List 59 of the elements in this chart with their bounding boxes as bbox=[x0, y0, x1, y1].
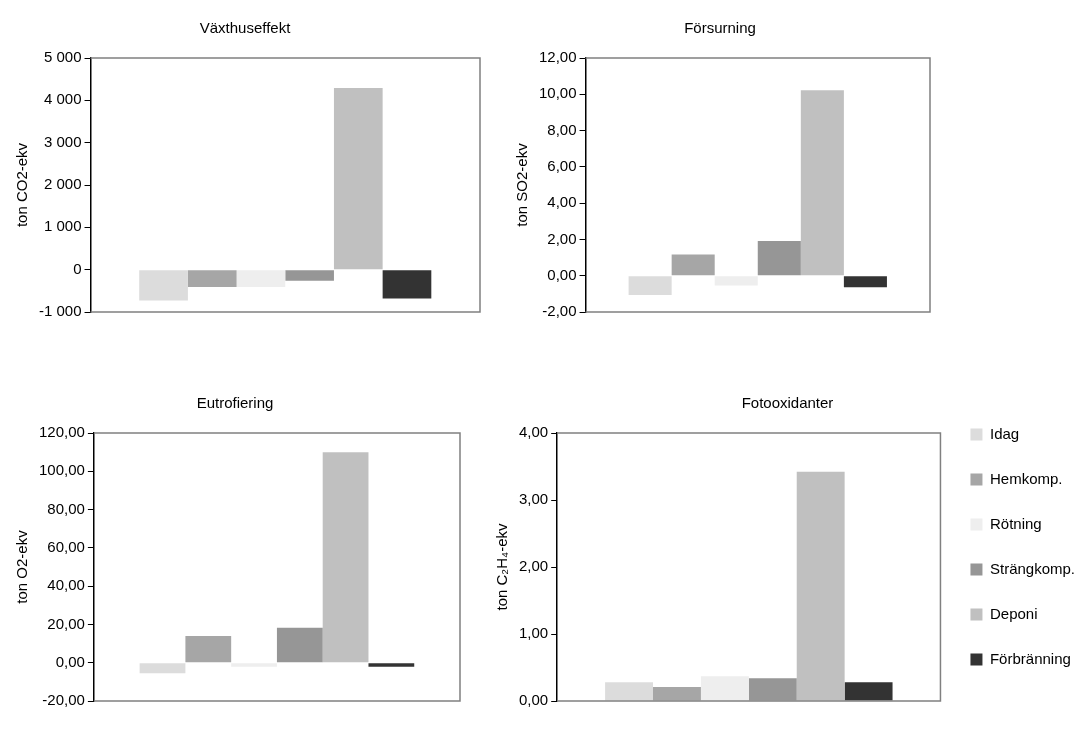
legend-label: Förbränning bbox=[989, 649, 1071, 667]
bar bbox=[796, 471, 845, 701]
y-tick-label: 5 000 bbox=[43, 48, 82, 66]
y-tick-label: 1 000 bbox=[43, 217, 82, 235]
bar bbox=[800, 90, 844, 276]
bar bbox=[700, 676, 749, 701]
bar bbox=[322, 452, 369, 663]
bar bbox=[139, 663, 186, 674]
bar bbox=[748, 678, 797, 701]
bar bbox=[185, 636, 232, 663]
legend-label: Rötning bbox=[989, 514, 1042, 532]
bar bbox=[605, 682, 654, 701]
bar bbox=[276, 627, 323, 663]
bar bbox=[843, 276, 887, 288]
y-tick-label: 20,00 bbox=[47, 614, 85, 632]
y-tick-label: 12,00 bbox=[538, 48, 577, 66]
y-tick-label: -1 000 bbox=[38, 302, 82, 320]
y-tick-label: 8,00 bbox=[547, 120, 577, 138]
y-tick-label: 3 000 bbox=[43, 132, 82, 150]
y-tick-label: 100,00 bbox=[38, 461, 85, 479]
y-tick-label: 80,00 bbox=[47, 499, 85, 517]
y-tick-label: 10,00 bbox=[538, 84, 577, 102]
y-axis-title: ton CO2-ekv bbox=[13, 142, 31, 228]
bar bbox=[844, 682, 893, 701]
bar bbox=[714, 276, 758, 286]
y-axis-title: ton C₂H₄-ekv bbox=[493, 523, 511, 611]
y-axis-title: ton SO2-ekv bbox=[513, 142, 531, 227]
y-tick-label: 6,00 bbox=[547, 157, 577, 174]
y-tick-label: 40,00 bbox=[47, 576, 85, 594]
y-tick-label: 4,00 bbox=[547, 193, 577, 211]
y-tick-label: -2,00 bbox=[542, 302, 577, 320]
legend-label: Deponi bbox=[989, 604, 1038, 622]
chart-title: Eutrofiering bbox=[196, 394, 274, 412]
y-tick-label: 0 bbox=[73, 259, 82, 277]
bar bbox=[653, 686, 701, 701]
y-tick-label: 0,00 bbox=[518, 691, 549, 709]
y-tick-label: 0,00 bbox=[55, 652, 85, 670]
y-tick-label: 2 000 bbox=[43, 175, 82, 193]
y-tick-label: 4,00 bbox=[518, 423, 549, 441]
y-axis-title: ton O2-ekv bbox=[13, 529, 31, 604]
legend-label: Strängkomp. bbox=[989, 559, 1076, 577]
y-tick-label: 3,00 bbox=[518, 490, 549, 508]
legend-label: Hemkomp. bbox=[989, 469, 1063, 487]
y-tick-label: 60,00 bbox=[47, 538, 85, 555]
bar bbox=[628, 276, 672, 295]
bar bbox=[757, 241, 801, 276]
y-tick-label: 120,00 bbox=[38, 423, 85, 441]
y-tick-label: -20,00 bbox=[42, 691, 85, 709]
y-tick-label: 4 000 bbox=[43, 90, 82, 108]
legend-label: Idag bbox=[989, 424, 1020, 442]
chart-title: Fotooxidanter bbox=[741, 394, 834, 412]
bar bbox=[368, 663, 415, 667]
chart-title: Växthuseffekt bbox=[199, 19, 292, 37]
y-tick-label: 1,00 bbox=[518, 624, 549, 642]
y-tick-label: 2,00 bbox=[518, 557, 549, 575]
y-tick-label: 2,00 bbox=[547, 229, 577, 247]
chart-title: Försurning bbox=[684, 19, 756, 37]
y-tick-label: 0,00 bbox=[547, 265, 577, 283]
bar bbox=[671, 254, 715, 276]
